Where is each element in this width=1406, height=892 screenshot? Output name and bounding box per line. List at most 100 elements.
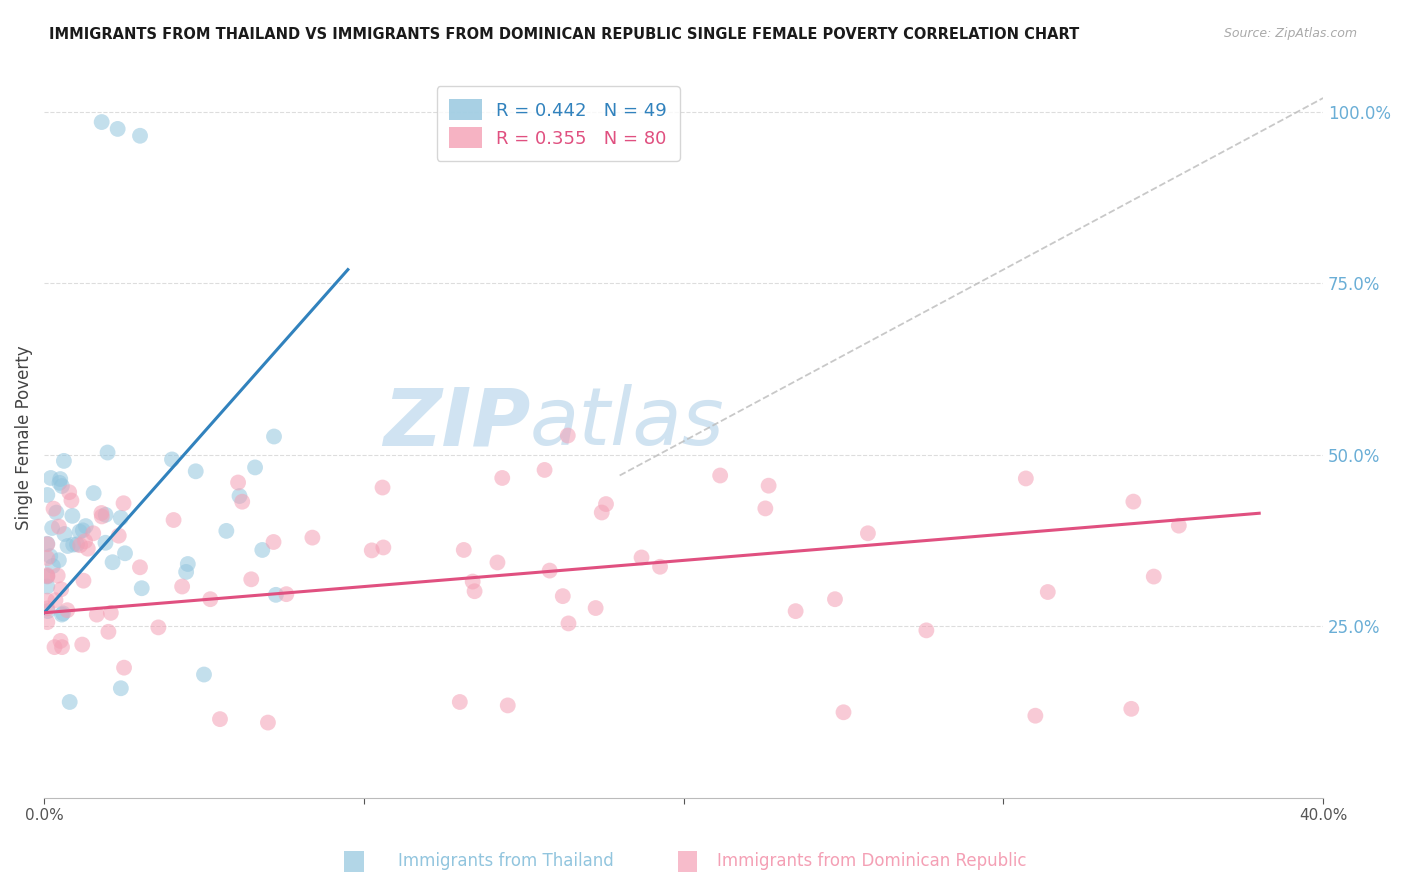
Point bbox=[48, 553, 70, 567]
Point bbox=[591, 506, 613, 520]
Point bbox=[51, 607, 73, 622]
Point bbox=[129, 128, 152, 143]
Point bbox=[90, 509, 112, 524]
Point bbox=[112, 496, 135, 510]
Point bbox=[754, 501, 776, 516]
Point bbox=[56, 603, 79, 617]
Text: IMMIGRANTS FROM THAILAND VS IMMIGRANTS FROM DOMINICAN REPUBLIC SINGLE FEMALE POV: IMMIGRANTS FROM THAILAND VS IMMIGRANTS F… bbox=[49, 27, 1080, 42]
Point bbox=[709, 468, 731, 483]
Point bbox=[129, 560, 152, 574]
Point bbox=[90, 115, 112, 129]
Point bbox=[48, 519, 70, 533]
Point bbox=[491, 471, 513, 485]
Point bbox=[557, 616, 579, 631]
Point bbox=[37, 593, 59, 607]
Point bbox=[162, 513, 184, 527]
Point bbox=[59, 695, 82, 709]
Point bbox=[301, 531, 323, 545]
Point bbox=[49, 633, 72, 648]
Point bbox=[37, 601, 59, 615]
Point bbox=[264, 588, 287, 602]
Point bbox=[538, 564, 561, 578]
Point bbox=[83, 486, 105, 500]
Point bbox=[107, 122, 129, 136]
Point bbox=[101, 555, 124, 569]
Point bbox=[193, 667, 215, 681]
Point bbox=[630, 550, 652, 565]
Point bbox=[69, 524, 91, 539]
Point bbox=[184, 464, 207, 478]
Point bbox=[48, 475, 70, 490]
Point bbox=[557, 428, 579, 442]
Point bbox=[42, 559, 65, 574]
Point bbox=[252, 543, 274, 558]
Point bbox=[60, 493, 83, 508]
Point bbox=[62, 538, 84, 552]
Point bbox=[263, 535, 285, 549]
Text: Immigrants from Dominican Republic: Immigrants from Dominican Republic bbox=[717, 852, 1026, 870]
Point bbox=[42, 501, 65, 516]
Point bbox=[39, 471, 62, 485]
Point bbox=[37, 537, 59, 551]
Point bbox=[51, 479, 73, 493]
Point bbox=[46, 568, 69, 582]
Point bbox=[1036, 585, 1059, 599]
Point bbox=[53, 527, 76, 541]
Point bbox=[69, 538, 91, 552]
Point bbox=[551, 589, 574, 603]
Point bbox=[66, 537, 89, 551]
Point bbox=[37, 579, 59, 593]
Point bbox=[49, 472, 72, 486]
Point bbox=[371, 481, 394, 495]
Point bbox=[464, 584, 486, 599]
Point bbox=[94, 535, 117, 549]
Point bbox=[37, 604, 59, 618]
Point bbox=[648, 559, 671, 574]
Point bbox=[37, 551, 59, 566]
Point bbox=[60, 508, 83, 523]
Point bbox=[449, 695, 471, 709]
Point bbox=[208, 712, 231, 726]
Point bbox=[51, 640, 73, 654]
Point bbox=[226, 475, 249, 490]
Point bbox=[453, 543, 475, 558]
Point bbox=[41, 521, 63, 535]
Point bbox=[824, 592, 846, 607]
Point bbox=[76, 541, 98, 556]
Point bbox=[595, 497, 617, 511]
Point bbox=[75, 534, 97, 549]
Point bbox=[243, 460, 266, 475]
Point bbox=[856, 526, 879, 541]
Text: Source: ZipAtlas.com: Source: ZipAtlas.com bbox=[1223, 27, 1357, 40]
Point bbox=[360, 543, 382, 558]
Point bbox=[174, 565, 197, 579]
Point bbox=[90, 506, 112, 520]
Point bbox=[114, 546, 136, 560]
Point bbox=[263, 429, 285, 443]
Point bbox=[86, 607, 108, 622]
Point bbox=[1015, 471, 1038, 485]
Point bbox=[70, 638, 93, 652]
Point bbox=[1024, 708, 1046, 723]
Point bbox=[97, 445, 120, 459]
Point bbox=[37, 568, 59, 582]
Point bbox=[1122, 494, 1144, 508]
Point bbox=[585, 601, 607, 615]
Point bbox=[758, 478, 780, 492]
Point bbox=[486, 556, 509, 570]
Point bbox=[131, 581, 153, 595]
Point bbox=[160, 452, 183, 467]
Point bbox=[785, 604, 807, 618]
Text: ZIP: ZIP bbox=[382, 384, 530, 462]
Point bbox=[257, 715, 280, 730]
Point bbox=[39, 549, 62, 563]
Point bbox=[1143, 569, 1166, 583]
Point bbox=[100, 606, 122, 620]
Point bbox=[110, 681, 132, 696]
Point bbox=[82, 526, 104, 541]
Point bbox=[52, 607, 75, 621]
Point bbox=[276, 587, 298, 601]
Point bbox=[172, 580, 194, 594]
Point bbox=[215, 524, 238, 538]
Point bbox=[832, 706, 855, 720]
